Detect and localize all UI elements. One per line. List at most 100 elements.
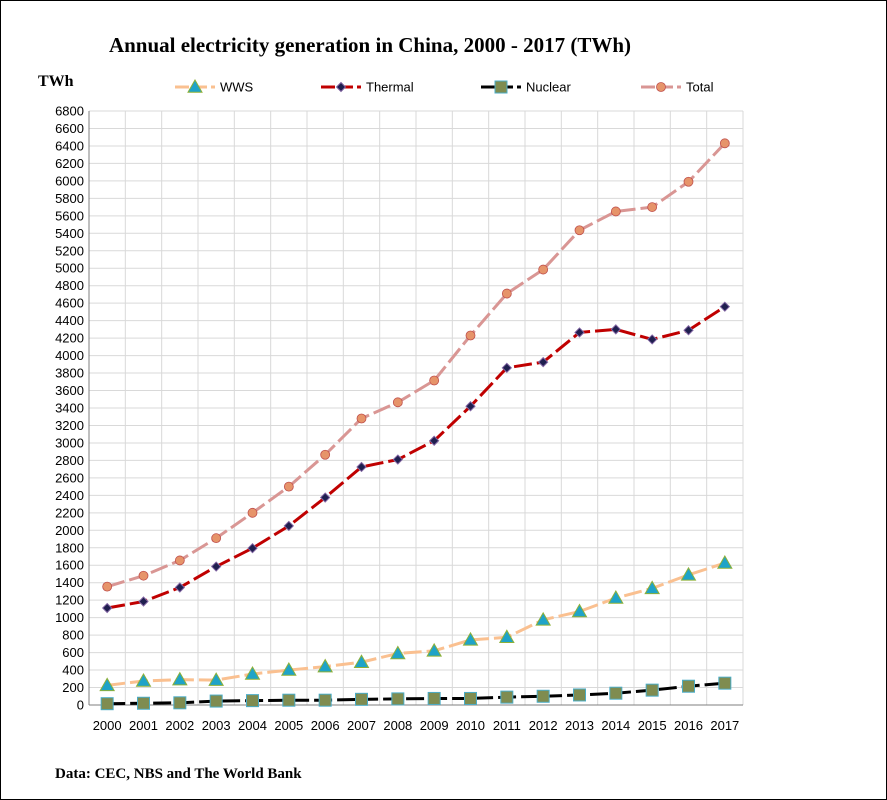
data-point [538, 264, 549, 275]
data-point [389, 645, 406, 660]
data-point [282, 693, 296, 707]
y-tick-labels: 0 200 400 600 800 1000 1200 1400 1600 1800 2000 220… [55, 104, 84, 713]
data-point [391, 692, 405, 706]
x-tick-label: 2010 [456, 718, 485, 733]
legend-label: Total [686, 80, 714, 95]
y-tick-label: 4200 [55, 331, 84, 346]
data-point [208, 672, 225, 686]
y-tick-label: 2400 [55, 488, 84, 503]
y-tick-label: 2000 [55, 523, 84, 538]
series-line [106, 142, 726, 589]
data-point [718, 676, 732, 690]
legend-item-total: Total [641, 80, 714, 95]
x-tick-label: 2000 [93, 718, 122, 733]
data-point [356, 461, 367, 473]
x-tick-label: 2009 [420, 718, 449, 733]
legend-label: WWS [220, 80, 254, 95]
series-thermal [101, 301, 731, 614]
x-tick-label: 2013 [565, 718, 594, 733]
data-point [283, 520, 295, 532]
y-tick-label: 1000 [55, 610, 84, 625]
data-point [99, 677, 116, 692]
legend-label: Nuclear [526, 80, 571, 95]
legend: WWS Thermal Nuclear Total [175, 78, 714, 95]
x-tick-label: 2011 [493, 718, 521, 733]
data-point [683, 176, 694, 187]
data-point [644, 580, 661, 595]
data-point [320, 449, 331, 460]
legend-item-thermal: Thermal [321, 80, 414, 95]
y-tick-label: 600 [62, 645, 84, 660]
y-tick-label: 5000 [55, 261, 84, 276]
y-tick-label: 3200 [55, 418, 84, 433]
x-tick-label: 2012 [529, 718, 558, 733]
data-point [462, 631, 479, 646]
y-tick-label: 2600 [55, 470, 84, 485]
x-tick-label: 2006 [311, 718, 340, 733]
x-tick-label: 2003 [202, 718, 231, 733]
grid-lines [88, 110, 744, 706]
y-tick-label: 200 [62, 680, 84, 695]
chart-title: Annual electricity generation in China, … [108, 33, 632, 57]
y-tick-label: 0 [77, 698, 84, 713]
source-note: Data: CEC, NBS and The World Bank [55, 766, 302, 782]
series-nuclear [100, 676, 732, 711]
data-point [101, 602, 113, 614]
data-point [353, 654, 370, 668]
y-tick-label: 4000 [55, 348, 84, 363]
x-tick-label: 2001 [129, 718, 158, 733]
data-point [426, 642, 443, 657]
data-point [427, 691, 441, 705]
data-point [137, 696, 150, 710]
data-point [610, 324, 622, 335]
data-point [246, 694, 259, 708]
y-tick-label: 6800 [55, 104, 84, 119]
y-tick-label: 400 [62, 663, 84, 678]
data-point [610, 206, 621, 217]
x-tick-label: 2007 [347, 718, 376, 733]
data-point [500, 690, 514, 704]
y-tick-label: 3000 [55, 435, 84, 450]
y-tick-label: 4400 [55, 313, 84, 328]
data-point [319, 492, 331, 503]
series-line [106, 305, 726, 610]
legend-marker [335, 81, 347, 93]
legend-item-nuclear: Nuclear [481, 80, 571, 95]
data-point [465, 330, 476, 341]
data-point [355, 692, 368, 706]
data-point [392, 454, 404, 465]
series-wws [99, 555, 733, 692]
y-tick-label: 6600 [55, 121, 84, 136]
data-point [173, 696, 187, 710]
data-point [574, 225, 585, 236]
series-group [99, 138, 733, 711]
y-tick-label: 5600 [55, 208, 84, 223]
x-tick-label: 2015 [638, 718, 667, 733]
data-point [537, 356, 549, 368]
data-point [683, 325, 694, 336]
data-point [719, 301, 731, 312]
data-point [501, 362, 513, 374]
legend-label: Thermal [366, 80, 414, 95]
data-point [574, 327, 585, 338]
legend-marker [494, 80, 508, 94]
data-point [647, 202, 658, 212]
y-tick-label: 6000 [55, 173, 84, 188]
x-tick-label: 2005 [274, 718, 303, 733]
data-point [535, 611, 552, 626]
y-tick-label: 5200 [55, 243, 84, 258]
y-tick-label: 2800 [55, 453, 84, 468]
x-tick-label: 2008 [383, 718, 412, 733]
y-tick-label: 3600 [55, 383, 84, 398]
data-point [318, 693, 332, 707]
series-line [106, 561, 726, 687]
y-tick-label: 4800 [55, 278, 84, 293]
data-point [174, 582, 186, 593]
data-point [100, 697, 114, 711]
data-point [645, 683, 659, 697]
data-point [317, 658, 334, 673]
y-tick-label: 1200 [55, 593, 84, 608]
data-point [573, 688, 586, 702]
